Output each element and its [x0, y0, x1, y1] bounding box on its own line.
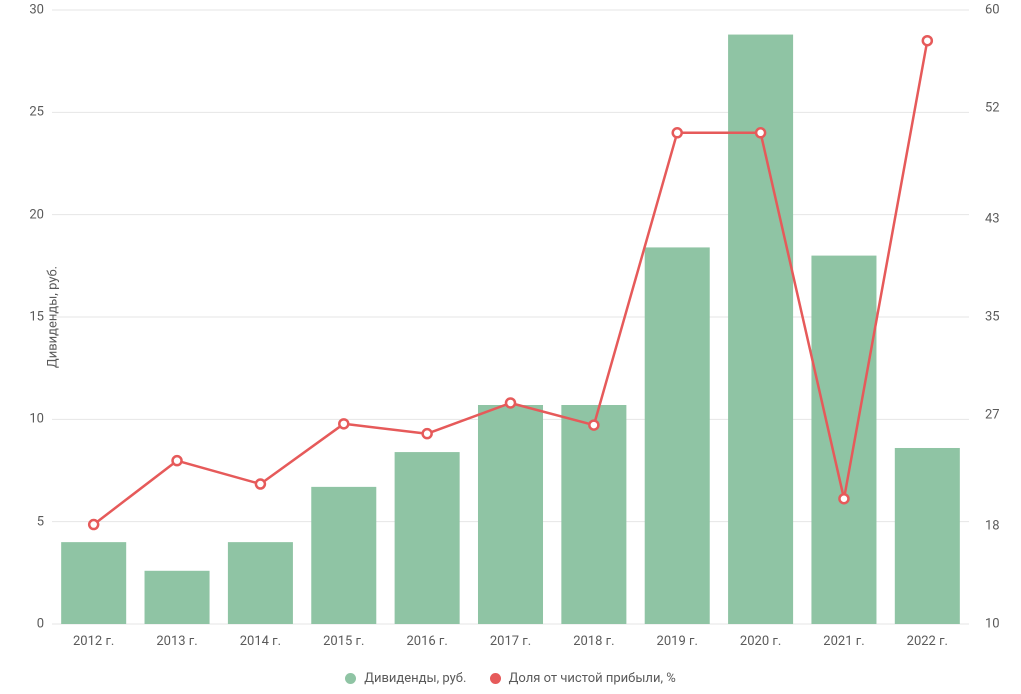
y-left-tick: 5: [37, 514, 44, 529]
y-right-tick: 27: [985, 408, 1000, 423]
y-left-tick: 20: [29, 207, 44, 222]
y-right-tick: 18: [985, 518, 1000, 533]
x-tick: 2014 г.: [240, 634, 281, 649]
x-tick: 2013 г.: [156, 634, 197, 649]
legend-item-bars: Дивиденды, руб.: [345, 671, 466, 686]
y-left-tick: 30: [29, 3, 44, 18]
legend-label-bars: Дивиденды, руб.: [364, 671, 466, 686]
y-left-tick: 0: [37, 617, 44, 632]
y-right-tick: 43: [985, 211, 1000, 226]
x-tick: 2018 г.: [573, 634, 614, 649]
x-tick: 2017 г.: [490, 634, 531, 649]
legend: Дивиденды, руб. Доля от чистой прибыли, …: [0, 671, 1021, 688]
x-tick: 2022 г.: [907, 634, 948, 649]
x-tick: 2015 г.: [323, 634, 364, 649]
x-tick: 2021 г.: [823, 634, 864, 649]
chart-svg: [0, 0, 1021, 694]
y-left-title: Дивиденды, руб.: [46, 266, 61, 368]
x-tick: 2012 г.: [73, 634, 114, 649]
y-right-tick: 52: [985, 101, 1000, 116]
x-tick: 2020 г.: [740, 634, 781, 649]
y-right-tick: 60: [985, 3, 1000, 18]
chart-container: 0 5 10 15 20 25 30 10 18 27 35 43 52 60 2012 г. 2013 г.…: [0, 0, 1021, 694]
legend-item-line: Доля от чистой прибыли, %: [490, 671, 676, 686]
legend-swatch-line: [490, 673, 501, 684]
x-tick: 2016 г.: [406, 634, 447, 649]
y-left-tick: 15: [29, 310, 44, 325]
legend-swatch-bars: [345, 673, 356, 684]
y-right-tick: 10: [985, 617, 1000, 632]
y-left-tick: 10: [29, 412, 44, 427]
x-tick: 2019 г.: [657, 634, 698, 649]
y-left-tick: 25: [29, 105, 44, 120]
y-right-tick: 35: [985, 310, 1000, 325]
legend-label-line: Доля от чистой прибыли, %: [509, 671, 676, 686]
